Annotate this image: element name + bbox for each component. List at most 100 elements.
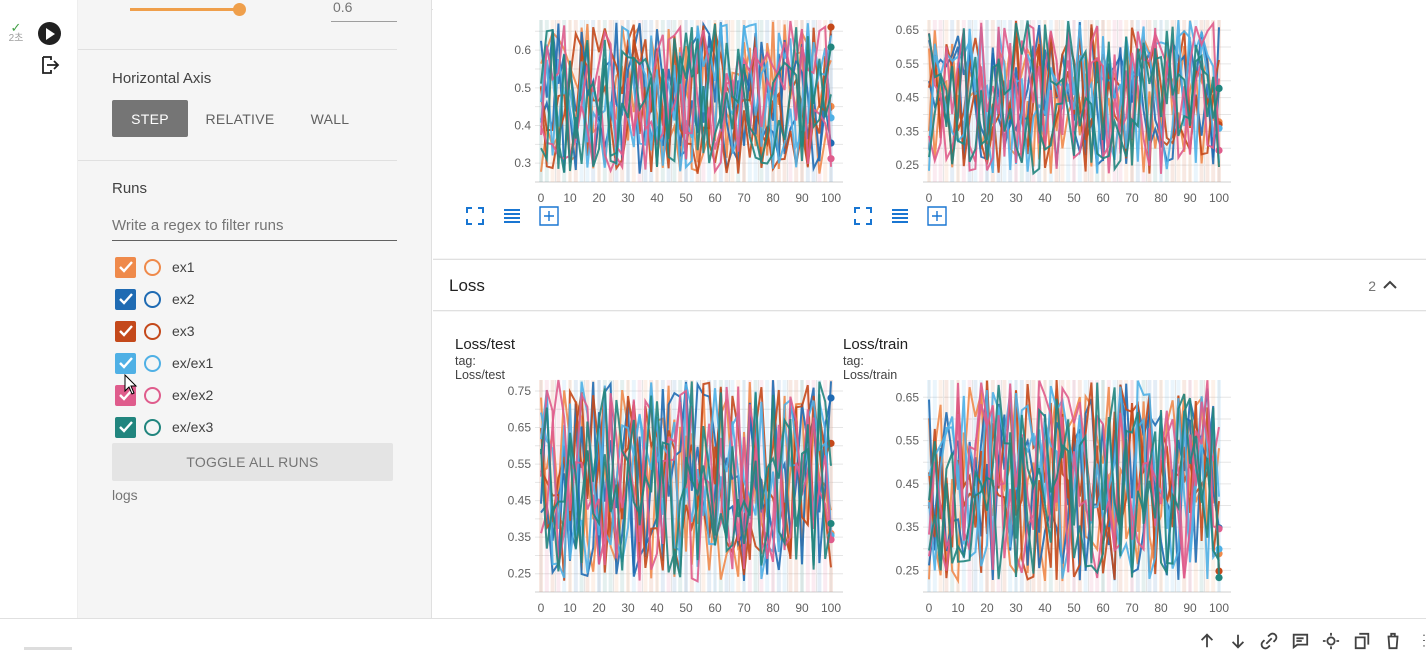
run-checkbox[interactable] xyxy=(115,320,136,342)
smoothing-slider-thumb[interactable] xyxy=(233,3,246,16)
run-color-selector[interactable] xyxy=(144,354,161,372)
raw-value-band xyxy=(1014,20,1018,182)
raw-value-band xyxy=(938,380,943,592)
y-tick-label: 0.45 xyxy=(896,91,920,105)
series-end-point xyxy=(1215,574,1223,582)
run-checkbox[interactable] xyxy=(115,256,136,278)
run-color-selector[interactable] xyxy=(144,258,161,276)
raw-value-band xyxy=(776,380,781,592)
y-tick-label: 0.55 xyxy=(896,434,920,448)
line-chart[interactable]: 0 10 20 30 40 50 60 70 80 90 100 0.25 0.35 0.45 0.55 0.… xyxy=(455,330,855,620)
more-icon[interactable] xyxy=(1414,632,1426,650)
raw-value-band xyxy=(990,20,995,182)
raw-value-band xyxy=(1205,380,1210,592)
y-tick-label: 0.65 xyxy=(896,23,920,37)
x-tick-label: 40 xyxy=(650,601,664,615)
axis-wall-button[interactable]: WALL xyxy=(310,110,350,127)
x-tick-label: 30 xyxy=(1009,601,1023,615)
x-tick-label: 80 xyxy=(1154,191,1168,205)
run-item[interactable]: ex2 xyxy=(115,287,195,311)
axis-step-button[interactable]: STEP xyxy=(112,100,188,137)
run-filter-input[interactable]: Write a regex to filter runs xyxy=(112,212,397,241)
x-tick-label: 40 xyxy=(650,191,664,205)
check-icon xyxy=(118,293,133,305)
x-tick-label: 10 xyxy=(951,191,965,205)
fit-domain-icon[interactable] xyxy=(539,206,559,226)
chevron-up-icon[interactable] xyxy=(1382,277,1398,293)
tensorboard-sidebar: 0.6 Horizontal Axis STEP RELATIVE WALL R… xyxy=(78,0,432,618)
run-name: ex/ex2 xyxy=(172,387,214,403)
smoothing-slider-track[interactable] xyxy=(130,8,240,11)
loss-section-count: 2 xyxy=(1368,278,1376,294)
x-tick-label: 100 xyxy=(1209,601,1229,615)
axis-relative-button[interactable]: RELATIVE xyxy=(205,110,275,127)
run-item[interactable]: ex/ex2 xyxy=(115,383,213,407)
run-name: ex/ex1 xyxy=(172,355,214,371)
run-cell-button[interactable] xyxy=(38,22,61,45)
loss-section-title: Loss xyxy=(449,276,485,295)
delete-icon[interactable] xyxy=(1383,632,1403,650)
mirror-cell-icon[interactable] xyxy=(1352,632,1372,650)
raw-value-band xyxy=(1083,380,1088,592)
raw-value-band xyxy=(643,380,648,592)
x-tick-label: 40 xyxy=(1038,191,1052,205)
raw-value-band xyxy=(608,20,613,182)
x-tick-label: 60 xyxy=(708,601,722,615)
y-tick-label: 0.75 xyxy=(508,384,532,398)
x-tick-label: 50 xyxy=(1067,191,1081,205)
comment-icon[interactable] xyxy=(1290,632,1310,650)
smoothing-value-input[interactable]: 0.6 xyxy=(331,0,397,22)
raw-value-band xyxy=(1159,20,1163,182)
run-color-selector[interactable] xyxy=(144,386,161,404)
horizontal-axis-title: Horizontal Axis xyxy=(112,70,212,87)
series-line xyxy=(540,381,832,578)
raw-value-band xyxy=(718,20,723,182)
toggle-all-runs-button[interactable]: TOGGLE ALL RUNS xyxy=(112,443,393,481)
x-tick-label: 100 xyxy=(821,601,841,615)
x-tick-label: 90 xyxy=(795,191,809,205)
fit-domain-icon[interactable] xyxy=(927,206,947,226)
series-end-point xyxy=(1215,84,1223,92)
run-item[interactable]: ex3 xyxy=(115,319,195,343)
loss-section-header[interactable]: Loss 2 xyxy=(433,259,1426,311)
move-down-icon[interactable] xyxy=(1228,632,1248,650)
run-item[interactable]: ex/ex1 xyxy=(115,351,213,375)
run-color-selector[interactable] xyxy=(144,322,161,340)
run-checkbox[interactable] xyxy=(115,288,136,310)
move-up-icon[interactable] xyxy=(1197,632,1217,650)
run-checkbox[interactable] xyxy=(115,352,136,374)
run-item[interactable]: ex/ex3 xyxy=(115,415,213,439)
fullscreen-icon[interactable] xyxy=(465,206,485,226)
line-chart[interactable]: 0 10 20 30 40 50 60 70 80 90 100 0.25 0.35 0.45 0.55 0.… xyxy=(843,0,1243,290)
run-name: ex2 xyxy=(172,291,195,307)
raw-value-band xyxy=(1089,380,1094,592)
raw-value-band xyxy=(666,20,671,182)
x-tick-label: 90 xyxy=(1183,601,1197,615)
series-line xyxy=(928,380,1220,579)
run-color-selector[interactable] xyxy=(144,290,161,308)
run-checkbox[interactable] xyxy=(115,416,136,438)
raw-value-band xyxy=(771,380,775,592)
raw-value-band xyxy=(655,20,659,182)
x-tick-label: 50 xyxy=(679,191,693,205)
x-tick-label: 20 xyxy=(980,191,994,205)
data-table-icon[interactable] xyxy=(502,206,522,226)
y-tick-label: 0.4 xyxy=(514,118,531,132)
raw-value-band xyxy=(1060,380,1065,592)
fullscreen-icon[interactable] xyxy=(853,206,873,226)
x-tick-label: 10 xyxy=(563,191,577,205)
link-icon[interactable] xyxy=(1259,632,1279,650)
line-chart[interactable]: 0 10 20 30 40 50 60 70 80 90 100 0.3 0.4 0.5 0.6 xyxy=(455,0,855,290)
run-color-selector[interactable] xyxy=(144,418,161,436)
data-table-icon[interactable] xyxy=(890,206,910,226)
series-line xyxy=(540,25,832,175)
series-end-point xyxy=(827,43,835,51)
raw-value-band xyxy=(927,20,931,182)
run-item[interactable]: ex1 xyxy=(115,255,195,279)
y-tick-label: 0.25 xyxy=(896,563,920,577)
horizontal-scrollbar[interactable] xyxy=(24,647,72,650)
line-chart[interactable]: 0 10 20 30 40 50 60 70 80 90 100 0.25 0.35 0.45 0.55 0.… xyxy=(843,330,1243,620)
output-menu-icon[interactable] xyxy=(40,55,60,75)
y-tick-label: 0.65 xyxy=(896,390,920,404)
settings-icon[interactable] xyxy=(1321,632,1341,650)
